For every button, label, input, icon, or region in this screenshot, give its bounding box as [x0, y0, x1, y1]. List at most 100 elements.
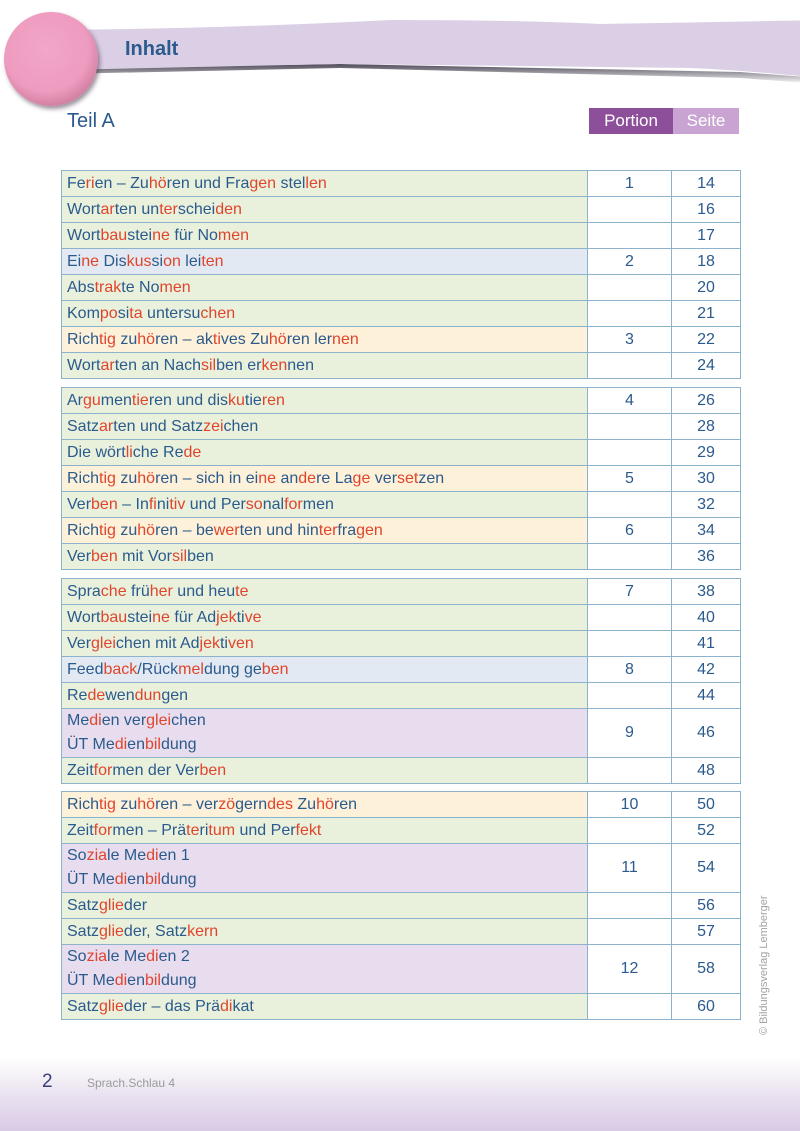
page-reference[interactable]: 52 [672, 818, 740, 843]
table-row[interactable]: Richtig zuhören – sich in eine andere La… [62, 466, 740, 492]
table-row[interactable]: Wortarten unterscheiden 16 [62, 197, 740, 223]
table-row[interactable]: Satzarten und Satzzeichen 28 [62, 414, 740, 440]
table-row[interactable]: Feedback/Rückmeldung geben 8 42 [62, 657, 740, 683]
syllable-text: Ver [67, 547, 92, 565]
portion-number: 3 [588, 327, 672, 352]
table-row[interactable]: Satzglieder 56 [62, 893, 740, 919]
syllable-text: le [107, 847, 120, 864]
page-reference[interactable]: 32 [672, 492, 740, 517]
page-reference[interactable]: 29 [672, 440, 740, 465]
page-reference[interactable]: 56 [672, 893, 740, 918]
chapter-title-line: Verben mit Vorsilben [67, 545, 587, 569]
chapter-title: Komposita untersuchen [62, 301, 588, 326]
syllable-text: en 1 [158, 847, 190, 864]
syllable-text: men [100, 391, 132, 409]
table-row[interactable]: Komposita untersuchen 21 [62, 301, 740, 327]
table-row[interactable]: Richtig zuhören – verzögerndes Zuhören 10… [62, 792, 740, 818]
syllable-highlight: dun [134, 686, 162, 704]
table-row[interactable]: Abstrakte Nomen 20 [62, 275, 740, 301]
table-row[interactable]: Wortbausteine für Nomen 17 [62, 223, 740, 249]
table-row[interactable]: Sprache früher und heute 7 38 [62, 579, 740, 605]
syllable-highlight: de [87, 686, 106, 704]
page-reference[interactable]: 40 [672, 605, 740, 630]
page-reference[interactable]: 57 [672, 919, 740, 944]
table-row[interactable]: Satzglieder – das Prädikat 60 [62, 994, 740, 1019]
page-reference[interactable]: 48 [672, 758, 740, 783]
page-reference[interactable]: 14 [672, 171, 740, 196]
table-row[interactable]: Richtig zuhören – aktives Zuhören lernen… [62, 327, 740, 353]
table-row[interactable]: Soziale Medien 2 ÜT Medienbildung 12 58 [62, 945, 740, 994]
syllable-text: en ver [101, 712, 147, 729]
page-reference[interactable]: 17 [672, 223, 740, 248]
syllable-highlight: glie [99, 896, 124, 914]
portion-number: 5 [588, 466, 672, 491]
syllable-text: ren [333, 795, 357, 813]
syllable-text: Spra [67, 582, 101, 600]
toc-group: Ferien – Zuhören und Fragen stellen 1 14 Wo… [61, 170, 741, 379]
page-reference[interactable]: 21 [672, 301, 740, 326]
portion-number [588, 223, 672, 248]
page-reference[interactable]: 16 [672, 197, 740, 222]
table-row[interactable]: Zeitformen – Präteritum und Perfekt 52 [62, 818, 740, 844]
table-row[interactable]: Eine Diskussion leiten 2 18 [62, 249, 740, 275]
page-reference[interactable]: 34 [672, 518, 740, 543]
page-reference[interactable]: 41 [672, 631, 740, 656]
syllable-highlight: ti [212, 330, 221, 348]
syllable-highlight: glie [99, 922, 124, 940]
syllable-text: Rich [67, 330, 100, 348]
syllable-text: men – Prä [112, 821, 187, 839]
page-reference[interactable]: 46 [672, 709, 740, 757]
table-row[interactable]: Medien vergleichen ÜT Medienbildung 9 46 [62, 709, 740, 758]
syllable-highlight: gu [83, 391, 101, 409]
page-reference[interactable]: 28 [672, 414, 740, 439]
page-reference[interactable]: 20 [672, 275, 740, 300]
portion-number [588, 414, 672, 439]
syllable-text: ren – ak [155, 330, 213, 348]
chapter-title: Die wörtliche Rede [62, 440, 588, 465]
syllable-highlight: po [99, 304, 118, 322]
syllable-text: men der Ver [112, 761, 200, 779]
syllable-text: Fe [67, 174, 86, 192]
table-row[interactable]: Soziale Medien 1 ÜT Medienbildung 11 54 [62, 844, 740, 893]
syllable-text: – In [117, 495, 149, 513]
chapter-title-line: Richtig zuhören – bewerten und hinterfra… [67, 519, 587, 543]
table-row[interactable]: Wortarten an Nachsilben erkennen 24 [62, 353, 740, 378]
syllable-highlight: ben [91, 495, 118, 513]
syllable-text: ÜT Me [67, 871, 115, 888]
syllable-text: gen [161, 686, 189, 704]
syllable-highlight: di [219, 997, 233, 1015]
table-row[interactable]: Richtig zuhören – bewerten und hinterfra… [62, 518, 740, 544]
table-row[interactable]: Redewendungen 44 [62, 683, 740, 709]
page-reference[interactable]: 24 [672, 353, 740, 378]
table-row[interactable]: Verben – Infinitiv und Personalformen 32 [62, 492, 740, 518]
table-row[interactable]: Ferien – Zuhören und Fragen stellen 1 14 [62, 171, 740, 197]
page-reference[interactable]: 58 [672, 945, 740, 993]
table-row[interactable]: Verben mit Vorsilben 36 [62, 544, 740, 569]
chapter-title-line: Richtig zuhören – aktives Zuhören lernen [67, 328, 587, 352]
syllable-highlight: ve [244, 608, 262, 626]
syllable-text: zu [115, 330, 138, 348]
table-row[interactable]: Wortbausteine für Adjektive 40 [62, 605, 740, 631]
table-row[interactable]: Zeitformen der Verben 48 [62, 758, 740, 783]
chapter-title: Zeitformen der Verben [62, 758, 588, 783]
syllable-text: So [67, 847, 87, 864]
page-reference[interactable]: 18 [672, 249, 740, 274]
page-reference[interactable]: 60 [672, 994, 740, 1019]
portion-number [588, 275, 672, 300]
table-row[interactable]: Vergleichen mit Adjektiven 41 [62, 631, 740, 657]
page-reference[interactable]: 38 [672, 579, 740, 604]
page-reference[interactable]: 54 [672, 844, 740, 892]
page-reference[interactable]: 36 [672, 544, 740, 569]
table-row[interactable]: Die wörtliche Rede 29 [62, 440, 740, 466]
page-reference[interactable]: 42 [672, 657, 740, 682]
syllable-text: en 2 [158, 948, 190, 965]
page-reference[interactable]: 30 [672, 466, 740, 491]
page-reference[interactable]: 50 [672, 792, 740, 817]
syllable-highlight: zö [218, 795, 236, 813]
page-reference[interactable]: 22 [672, 327, 740, 352]
table-row[interactable]: Satzglieder, Satzkern 57 [62, 919, 740, 945]
page-reference[interactable]: 26 [672, 388, 740, 413]
table-row[interactable]: Argumentieren und diskutieren 4 26 [62, 388, 740, 414]
page-reference[interactable]: 44 [672, 683, 740, 708]
chapter-title: Vergleichen mit Adjektiven [62, 631, 588, 656]
